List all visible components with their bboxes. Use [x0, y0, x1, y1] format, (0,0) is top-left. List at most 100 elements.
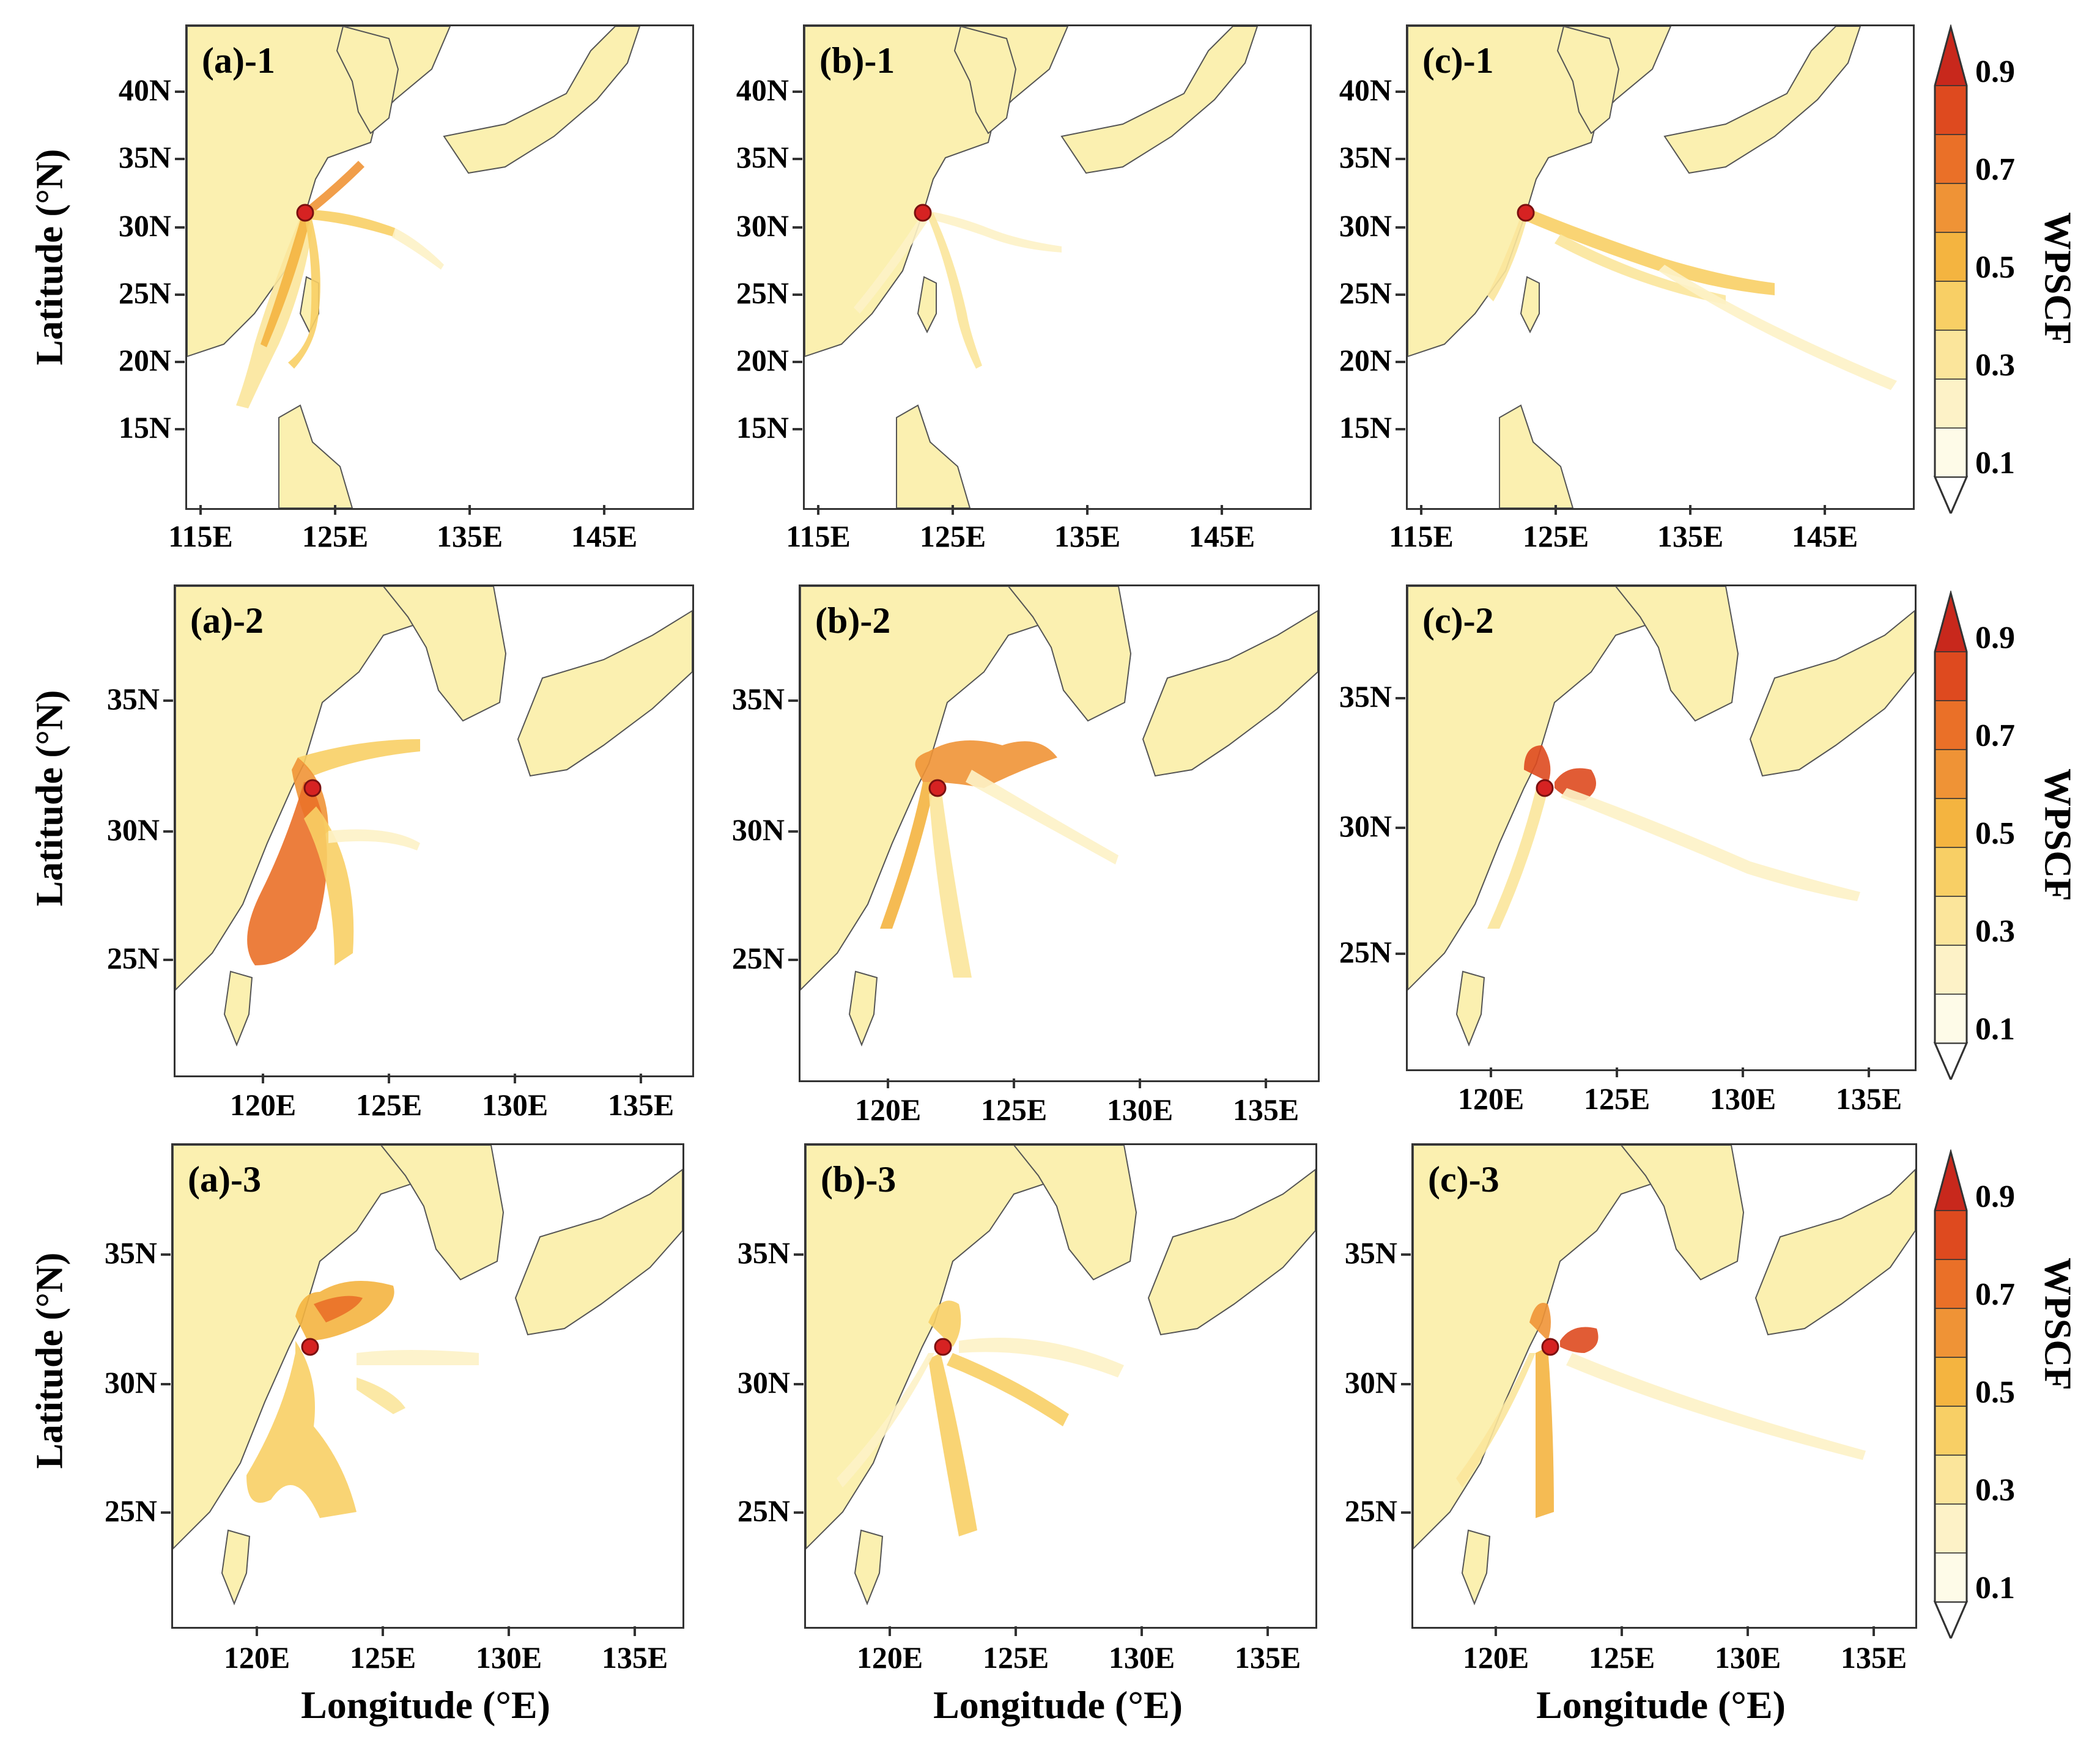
x-tick-label: 135E	[1038, 505, 1136, 554]
colorbar-segment	[1934, 427, 1967, 477]
wpscf-plume	[915, 740, 1057, 788]
colorbar-segment	[1934, 281, 1967, 331]
y-tick-label: 35N	[78, 1235, 171, 1270]
x-tick-label: 135E	[592, 1074, 690, 1123]
wpscf-plume	[929, 788, 972, 978]
colorbar-segment	[1934, 1150, 1967, 1211]
x-axis-label-c: Longitude (°E)	[1536, 1683, 1786, 1727]
wpscf-plume	[357, 1377, 405, 1414]
wpscf-plume	[1529, 1303, 1551, 1341]
x-tick-label: 125E	[965, 1078, 1063, 1127]
japan-islands	[443, 26, 641, 174]
wpscf-plume	[247, 782, 327, 965]
panel-label: (a)-3	[188, 1159, 261, 1200]
colorbar-tick-label: 0.1	[1975, 446, 2015, 481]
x-tick-label: 135E	[1825, 1626, 1923, 1675]
colorbar-segment	[1934, 1454, 1967, 1505]
colorbar-segment	[1934, 847, 1967, 897]
x-tick-label: 130E	[466, 1074, 564, 1123]
colorbar-row-2-svg	[1933, 589, 1969, 1082]
y-tick-label: 35N	[709, 139, 802, 175]
taiwan	[1520, 276, 1540, 334]
wpscf-plume	[298, 739, 420, 776]
colorbar-segment	[1934, 1552, 1967, 1602]
wpscf-plume	[1560, 1327, 1599, 1353]
map-b-1	[805, 26, 1259, 508]
x-tick-label: 135E	[421, 505, 519, 554]
colorbar-tick-label: 0.3	[1975, 1473, 2015, 1508]
colorbar-row-2: 0.9 0.7 0.5 0.3 0.1	[1932, 589, 2067, 1082]
y-tick-label: 25N	[1318, 1493, 1411, 1528]
map-c-3	[1413, 1145, 1915, 1605]
japan-islands	[1060, 26, 1259, 174]
colorbar-row-1: 0.9 0.7 0.5 0.3 0.1	[1932, 23, 2067, 516]
map-a-1	[187, 26, 641, 508]
map-b-2	[800, 586, 1318, 1047]
wpscf-plume	[304, 806, 354, 965]
x-tick-label: 120E	[839, 1078, 937, 1127]
colorbar-title-row-1: WPSCF	[2036, 212, 2079, 345]
x-tick-label: 135E	[586, 1626, 684, 1675]
panel-label: (c)-3	[1428, 1159, 1499, 1200]
y-tick-label: 25N	[705, 940, 798, 976]
x-tick-label: 115E	[152, 505, 250, 554]
philippines	[1499, 404, 1574, 508]
colorbar-segment	[1934, 700, 1967, 750]
colorbar-segment	[1934, 25, 1967, 86]
philippines	[896, 404, 971, 508]
y-tick-label: 20N	[92, 342, 185, 378]
x-tick-label: 120E	[841, 1626, 939, 1675]
x-tick-label: 125E	[286, 505, 384, 554]
philippines	[278, 404, 353, 508]
y-tick-label: 25N	[78, 1493, 171, 1528]
y-tick-label: 30N	[92, 208, 185, 243]
y-tick-label: 15N	[1312, 410, 1405, 445]
y-tick-label: 25N	[1312, 275, 1405, 311]
x-tick-label: 125E	[340, 1074, 438, 1123]
wpscf-plume	[959, 1338, 1124, 1377]
y-tick-label: 30N	[1312, 208, 1405, 243]
x-tick-label: 115E	[1372, 505, 1470, 554]
korea-peninsula	[336, 26, 399, 135]
colorbar-tick-label: 0.9	[1975, 54, 2015, 89]
korea-peninsula	[1013, 1145, 1137, 1281]
x-tick-label: 130E	[1694, 1067, 1792, 1116]
y-tick-label: 35N	[1312, 679, 1405, 714]
colorbar-segment	[1934, 993, 1967, 1044]
wpscf-plume	[1524, 745, 1551, 782]
y-tick-label: 30N	[709, 208, 802, 243]
taiwan	[1455, 970, 1485, 1047]
site-marker	[301, 1338, 319, 1356]
colorbar-tick-label: 0.7	[1975, 152, 2015, 187]
colorbar-segment	[1934, 798, 1967, 848]
x-tick-label: 125E	[967, 1626, 1065, 1675]
y-tick-label: 25N	[80, 940, 173, 976]
y-tick-label: 30N	[1312, 808, 1405, 844]
site-marker	[928, 779, 947, 797]
y-tick-label: 35N	[711, 1235, 804, 1270]
colorbar-tick-label: 0.1	[1975, 1012, 2015, 1047]
x-tick-label: 135E	[1219, 1626, 1317, 1675]
y-tick-label: 20N	[709, 342, 802, 378]
taiwan	[1461, 1529, 1491, 1605]
colorbar-segment	[1934, 378, 1967, 429]
wpscf-plume	[392, 228, 444, 270]
korea-peninsula	[1614, 586, 1739, 722]
wpscf-plume	[261, 210, 309, 347]
colorbar-row-1-svg	[1933, 23, 1969, 516]
taiwan	[848, 970, 878, 1047]
colorbar-tick-label: 0.9	[1975, 1179, 2015, 1214]
y-tick-label: 25N	[711, 1493, 804, 1528]
colorbar-tick-label: 0.7	[1975, 718, 2015, 753]
panel-label: (b)-3	[821, 1159, 897, 1200]
x-tick-label: 125E	[334, 1626, 432, 1675]
x-axis-label-b: Longitude (°E)	[933, 1683, 1183, 1727]
wpscf-plume	[328, 829, 420, 850]
x-tick-label: 145E	[1776, 505, 1874, 554]
x-tick-label: 125E	[1573, 1626, 1671, 1675]
colorbar-tick-label: 0.9	[1975, 621, 2015, 655]
y-tick-label: 25N	[1312, 934, 1405, 970]
y-tick-label: 30N	[80, 812, 173, 847]
wpscf-plume	[921, 210, 1062, 253]
x-tick-label: 115E	[769, 505, 867, 554]
